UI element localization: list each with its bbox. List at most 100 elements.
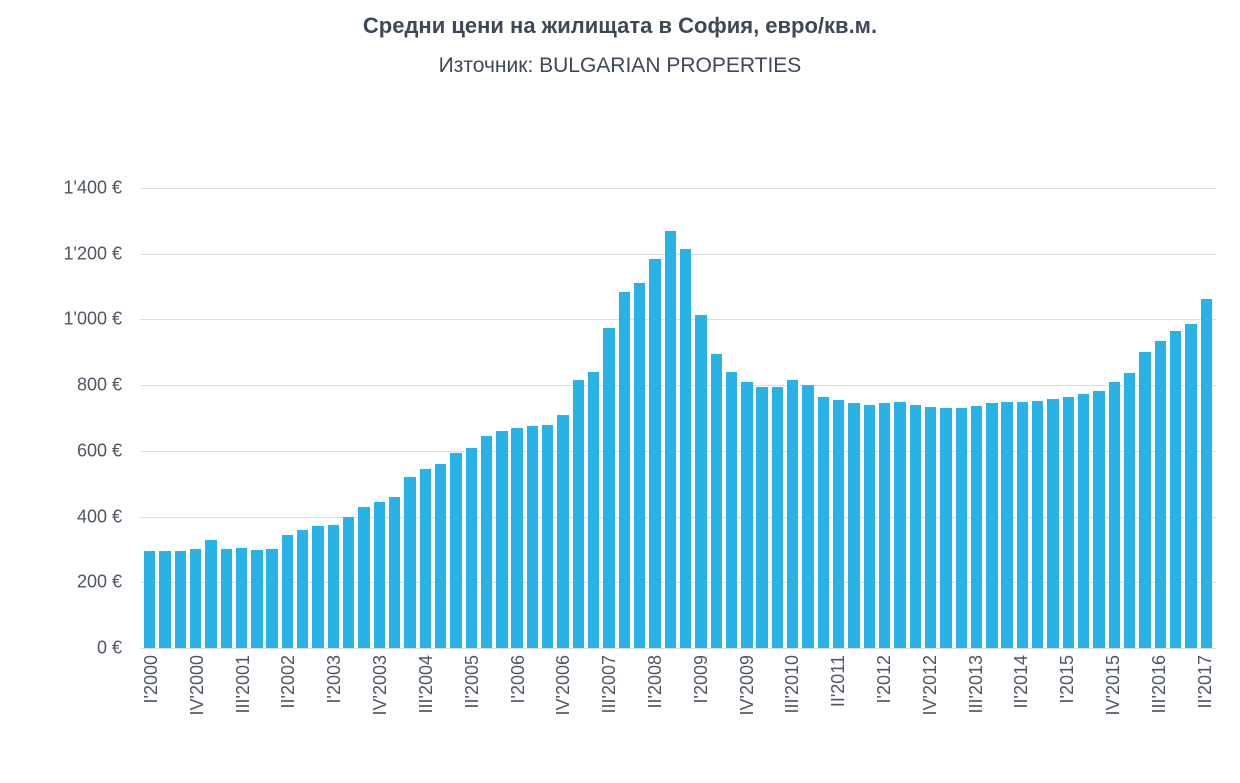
bar-slot xyxy=(877,188,892,648)
x-label-cell xyxy=(572,655,586,760)
x-label-cell xyxy=(1090,655,1104,760)
bar-IV'2015 xyxy=(1108,381,1120,648)
bar-I'2009 xyxy=(695,314,707,648)
x-label-cell: I'2000 xyxy=(141,655,161,760)
x-tick-label: III'2016 xyxy=(1148,655,1169,714)
bar-slot xyxy=(448,188,463,648)
plot-area xyxy=(140,188,1216,649)
bar-II'2005 xyxy=(465,447,477,648)
bar-slot xyxy=(755,188,770,648)
bar-slot xyxy=(280,188,295,648)
bar-slot xyxy=(356,188,371,648)
x-label-cell xyxy=(1122,655,1136,760)
bar-III'2004 xyxy=(419,468,431,648)
bar-II'2004 xyxy=(404,477,416,648)
x-label-cell xyxy=(664,655,678,760)
bar-I'2006 xyxy=(511,427,523,648)
x-label-cell xyxy=(252,655,266,760)
bar-slot xyxy=(1137,188,1152,648)
bar-IV'2000 xyxy=(189,549,202,648)
x-tick-label: IV'2015 xyxy=(1103,655,1124,716)
gridline xyxy=(140,253,1216,255)
chart-title: Средни цени на жилищата в София, евро/кв… xyxy=(362,13,878,38)
bar-II'2001 xyxy=(220,549,232,648)
x-label-cell: II'2011 xyxy=(828,655,849,760)
bar-IV'2009 xyxy=(741,381,753,648)
x-label-cell xyxy=(389,655,403,760)
bar-slot xyxy=(816,188,831,648)
x-label-cell xyxy=(357,655,371,760)
bar-I'2002 xyxy=(266,549,278,648)
bar-IV'2003 xyxy=(373,501,385,648)
bar-II'2015 xyxy=(1078,394,1090,648)
x-label-cell xyxy=(953,655,967,760)
x-label-cell xyxy=(449,655,463,760)
gridline xyxy=(140,188,1216,189)
bar-slot xyxy=(173,188,188,648)
bar-IV'2001 xyxy=(251,550,263,648)
bar-II'2003 xyxy=(343,516,355,648)
x-tick-label: II'2017 xyxy=(1194,655,1215,709)
bar-I'2005 xyxy=(450,452,462,648)
bar-III'2011 xyxy=(848,403,860,648)
bar-I'2014 xyxy=(1001,402,1013,648)
bar-slot xyxy=(1045,188,1060,648)
bar-IV'2016 xyxy=(1169,330,1182,648)
bar-slot xyxy=(938,188,953,648)
bar-I'2001 xyxy=(205,539,217,648)
bar-II'2002 xyxy=(281,534,294,648)
x-label-cell: I'2003 xyxy=(324,655,344,760)
x-label-cell: IV'2015 xyxy=(1103,655,1124,760)
bar-slot xyxy=(862,188,877,648)
bar-II'2010 xyxy=(771,386,784,648)
x-label-cell xyxy=(907,655,921,760)
bar-II'2007 xyxy=(588,372,600,648)
bar-slot xyxy=(1107,188,1122,648)
x-label-cell: III'2004 xyxy=(415,655,436,760)
x-tick-label: III'2004 xyxy=(415,655,436,714)
bar-slot xyxy=(494,188,509,648)
bar-slot xyxy=(479,188,494,648)
x-label-cell: I'2012 xyxy=(874,655,894,760)
x-label-cell xyxy=(724,655,738,760)
x-label-cell: IV'2009 xyxy=(737,655,757,760)
gridline xyxy=(140,385,1216,387)
bar-slot xyxy=(663,188,678,648)
bar-II'2016 xyxy=(1139,351,1151,648)
bar-IV'2014 xyxy=(1047,398,1059,648)
bar-II'2006 xyxy=(526,426,539,648)
x-tick-label: IV'2003 xyxy=(370,655,391,716)
x-label-cell xyxy=(403,655,417,760)
bar-slot xyxy=(617,188,632,648)
x-label-cell xyxy=(893,655,907,760)
bar-slot xyxy=(555,188,570,648)
x-label-cell: II'2002 xyxy=(278,655,299,760)
x-label-cell: III'2010 xyxy=(782,655,802,760)
bar-slot xyxy=(892,188,907,648)
bar-slot xyxy=(831,188,846,648)
x-tick-label: II'2002 xyxy=(278,655,299,709)
x-label-cell: II'2005 xyxy=(461,655,482,760)
x-label-cell: IV'2000 xyxy=(187,655,207,760)
bar-slot xyxy=(1153,188,1168,648)
bar-slot xyxy=(1091,188,1106,648)
x-label-cell xyxy=(220,655,234,760)
bar-slot xyxy=(984,188,999,648)
bar-II'2008 xyxy=(649,258,661,648)
bar-slot xyxy=(647,188,662,648)
x-tick-label: II'2011 xyxy=(828,655,849,708)
x-label-cell: I'2015 xyxy=(1057,655,1077,760)
bar-slot xyxy=(142,188,157,648)
x-tick-label: II'2005 xyxy=(461,655,482,709)
x-tick-label: I'2012 xyxy=(874,655,894,704)
bar-III'2015 xyxy=(1093,391,1105,648)
bar-slot xyxy=(1168,188,1183,648)
bar-I'2013 xyxy=(940,408,952,648)
x-label-cell xyxy=(160,655,174,760)
gridline xyxy=(140,450,1216,452)
bar-III'2001 xyxy=(235,547,248,648)
bar-slot xyxy=(800,188,815,648)
x-label-cell xyxy=(1030,655,1044,760)
bar-slot xyxy=(295,188,310,648)
